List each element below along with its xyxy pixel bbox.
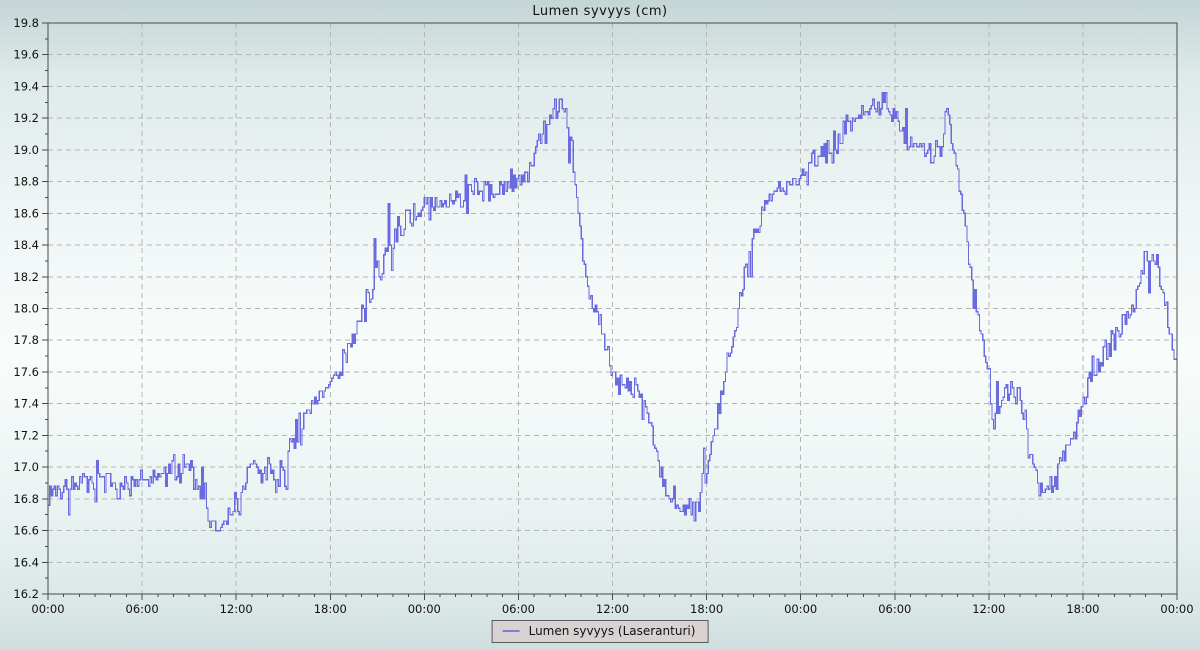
- svg-text:16.8: 16.8: [13, 492, 39, 506]
- svg-text:17.2: 17.2: [13, 428, 39, 442]
- svg-text:12:00: 12:00: [596, 602, 629, 616]
- svg-text:06:00: 06:00: [502, 602, 535, 616]
- svg-text:16.2: 16.2: [13, 587, 39, 601]
- svg-text:17.6: 17.6: [13, 365, 39, 379]
- svg-text:17.0: 17.0: [13, 460, 39, 474]
- svg-text:18.2: 18.2: [13, 270, 39, 284]
- svg-text:16.6: 16.6: [13, 524, 39, 538]
- svg-text:12:00: 12:00: [972, 602, 1005, 616]
- svg-text:18:00: 18:00: [1066, 602, 1099, 616]
- svg-text:00:00: 00:00: [784, 602, 817, 616]
- svg-text:17.8: 17.8: [13, 333, 39, 347]
- svg-text:00:00: 00:00: [408, 602, 441, 616]
- svg-text:18.4: 18.4: [13, 238, 39, 252]
- svg-text:17.4: 17.4: [13, 397, 39, 411]
- svg-text:18.8: 18.8: [13, 175, 39, 189]
- legend-box: Lumen syvyys (Laseranturi): [491, 620, 709, 643]
- legend-line-sample-icon: [502, 629, 520, 632]
- svg-text:06:00: 06:00: [878, 602, 911, 616]
- svg-text:18:00: 18:00: [690, 602, 723, 616]
- chart-title: Lumen syvyys (cm): [532, 4, 668, 19]
- svg-text:19.6: 19.6: [13, 48, 39, 62]
- svg-text:19.0: 19.0: [13, 143, 39, 157]
- svg-text:19.4: 19.4: [13, 79, 39, 93]
- svg-text:12:00: 12:00: [220, 602, 253, 616]
- svg-text:18:00: 18:00: [314, 602, 347, 616]
- svg-text:18.6: 18.6: [13, 206, 39, 220]
- svg-text:00:00: 00:00: [31, 602, 64, 616]
- svg-text:06:00: 06:00: [126, 602, 159, 616]
- svg-text:19.2: 19.2: [13, 111, 39, 125]
- svg-text:16.4: 16.4: [13, 555, 39, 569]
- svg-text:18.0: 18.0: [13, 302, 39, 316]
- legend-label: Lumen syvyys (Laseranturi): [528, 624, 696, 638]
- svg-text:19.8: 19.8: [13, 16, 39, 30]
- svg-text:00:00: 00:00: [1160, 602, 1193, 616]
